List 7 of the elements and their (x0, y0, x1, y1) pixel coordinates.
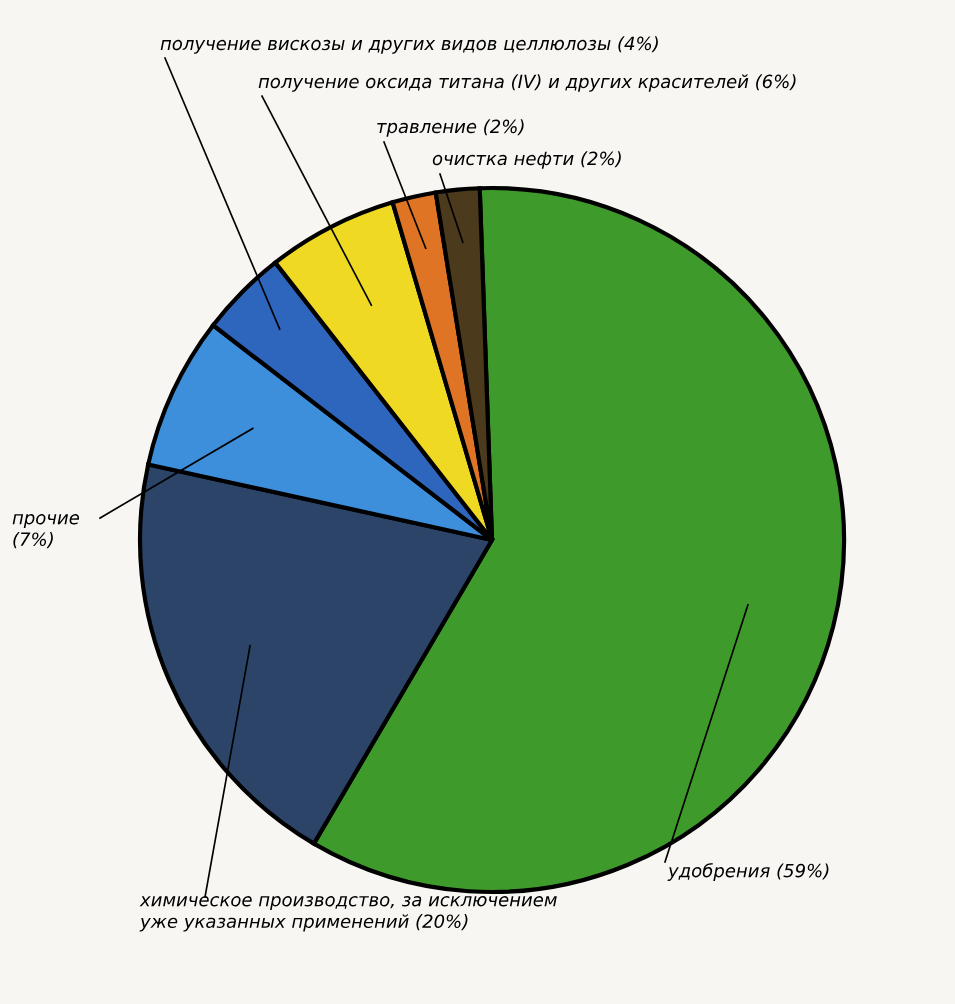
slice-label: получение оксида титана (IV) и других красителей (6%) (258, 74, 796, 92)
slice-label: получение вискозы и других видов целлюлозы (4%) (160, 36, 658, 54)
slice-label: травление (2%) (377, 119, 524, 137)
slice-label: химическое производство, за исключением уже указанных применений (20%) (139, 896, 557, 932)
slice-label: очистка нефти (2%) (432, 151, 621, 169)
slice-label: удобрения (59%) (667, 863, 829, 881)
slice-label: прочие (7%) (12, 514, 80, 549)
